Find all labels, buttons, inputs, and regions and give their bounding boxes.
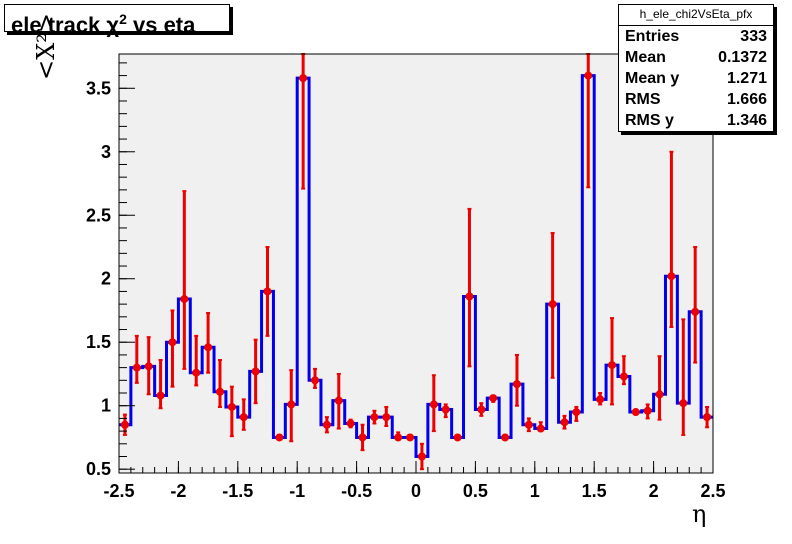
data-point [619,372,628,381]
y-tick-label: 2 [101,269,111,289]
stats-label: Entries [625,28,680,45]
data-point [215,387,224,396]
data-point [144,362,153,371]
data-point [489,394,498,403]
data-point [334,396,343,405]
y-tick-label: 3 [101,142,111,162]
x-tick-label: -1 [289,481,305,501]
stats-value: 333 [740,28,767,45]
data-point [465,292,474,301]
x-tick-label: 0.5 [463,481,488,501]
data-point [560,418,569,427]
x-tick-label: -1.5 [222,481,253,501]
x-tick-label: -0.5 [341,481,372,501]
data-point [406,433,415,442]
stats-row-entries: Entries 333 [619,26,773,47]
data-point [382,413,391,422]
chart-title-suffix: vs eta [126,12,196,38]
data-point [584,71,593,80]
x-tick-label: -2.5 [103,481,134,501]
data-point [453,433,462,442]
data-point [655,390,664,399]
stats-value: 1.666 [726,91,767,108]
data-point [631,408,640,417]
data-point [168,338,177,347]
x-axis-label: η [692,500,707,528]
data-point [358,433,367,442]
x-tick-label: 2.5 [700,481,725,501]
data-point [239,413,248,422]
data-point [548,300,557,309]
data-point [192,368,201,377]
data-point [251,367,260,376]
data-point [299,74,308,83]
data-point [643,406,652,415]
stats-label: RMS [625,91,661,108]
y-tick-label: 3.5 [86,78,111,98]
data-point [429,400,438,409]
data-point [204,343,213,352]
data-point [275,433,284,442]
data-point [572,408,581,417]
data-point [524,420,533,429]
data-point [120,420,129,429]
data-point [667,272,676,281]
data-point [394,433,403,442]
data-point [227,402,236,411]
stats-title: h_ele_chi2VsEta_pfx [619,5,773,26]
data-point [596,395,605,404]
data-point [180,295,189,304]
stats-label: RMS y [625,112,674,129]
data-point [263,287,272,296]
plot-area [119,54,713,473]
data-point [346,419,355,428]
x-tick-label: 1 [530,481,540,501]
data-point [536,424,545,433]
data-point [132,363,141,372]
data-point [441,405,450,414]
data-point [512,380,521,389]
data-point [691,307,700,316]
stats-value: 1.271 [726,70,767,87]
chart-title-text: ele track χ [11,12,120,38]
x-tick-label: 0 [411,481,421,501]
data-point [679,399,688,408]
x-tick-label: 2 [649,481,659,501]
stats-row-rms-y: RMS y 1.346 [619,110,773,131]
data-point [322,420,331,429]
y-tick-label: 1 [101,396,111,416]
chart-title-superscript: 2 [119,11,127,27]
x-tick-label: -2 [170,481,186,501]
data-point [501,433,510,442]
stats-box: h_ele_chi2VsEta_pfx Entries 333 Mean 0.137… [618,4,774,132]
stats-row-mean: Mean 0.1372 [619,47,773,68]
data-point [287,400,296,409]
data-point [370,413,379,422]
y-axis-label: <X²> [32,13,60,80]
y-tick-label: 0.5 [86,459,111,479]
chart-title: ele track χ2 vs eta [4,4,230,37]
data-point [311,376,320,385]
data-point [477,405,486,414]
data-point [703,413,712,422]
stats-label: Mean y [625,70,680,87]
stats-row-mean-y: Mean y 1.271 [619,68,773,89]
x-tick-label: 1.5 [582,481,607,501]
data-point [608,361,617,370]
y-tick-label: 1.5 [86,332,111,352]
stats-value: 1.346 [726,112,767,129]
stats-value: 0.1372 [718,49,767,66]
stats-label: Mean [625,49,666,66]
data-point [156,391,165,400]
data-point [417,452,426,461]
stats-row-rms: RMS 1.666 [619,89,773,110]
y-tick-label: 2.5 [86,205,111,225]
